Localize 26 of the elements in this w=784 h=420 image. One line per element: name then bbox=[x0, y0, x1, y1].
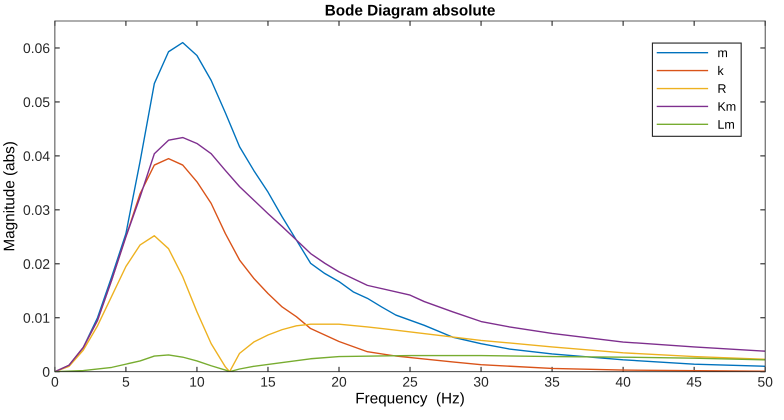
x-tick-label: 25 bbox=[403, 376, 418, 387]
legend-label: Km bbox=[718, 102, 736, 111]
legend-label: m bbox=[718, 50, 728, 58]
chart-title: Bode Diagram absolute bbox=[326, 4, 495, 19]
y-tick-label: 0.04 bbox=[24, 151, 50, 162]
x-tick-label: 45 bbox=[686, 377, 702, 387]
x-tick-label: 40 bbox=[616, 376, 630, 387]
y-tick-label: 0.06 bbox=[24, 43, 50, 54]
legend-label: Lm bbox=[718, 120, 734, 129]
x-tick-label: 0 bbox=[52, 376, 58, 387]
y-tick-label: 0 bbox=[42, 367, 50, 377]
x-axis-title: Frequency (Hz) bbox=[356, 392, 464, 407]
y-tick-label: 0.05 bbox=[24, 97, 50, 108]
x-tick-label: 50 bbox=[758, 376, 772, 387]
legend-label: k bbox=[718, 66, 724, 75]
x-tick-label: 10 bbox=[190, 376, 204, 387]
x-tick-label: 35 bbox=[544, 376, 560, 387]
y-tick-label: 0.02 bbox=[24, 259, 50, 269]
y-tick-label: 0.01 bbox=[24, 313, 50, 323]
x-tick-label: 30 bbox=[474, 376, 488, 387]
x-tick-label: 5 bbox=[122, 377, 130, 387]
x-tick-label: 20 bbox=[332, 376, 346, 387]
legend-label: R bbox=[718, 84, 726, 93]
x-tick-label: 15 bbox=[261, 377, 276, 387]
y-axis-title: Magnitude (abs) bbox=[3, 142, 18, 250]
y-tick-label: 0.03 bbox=[24, 205, 50, 216]
